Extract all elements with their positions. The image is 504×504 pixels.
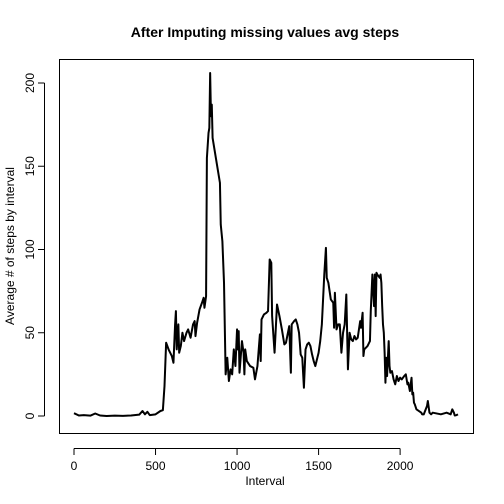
y-tick-label: 0: [23, 412, 37, 419]
x-tick-label: 1000: [224, 459, 251, 473]
y-axis-label: Average # of steps by interval: [3, 167, 17, 325]
series-line: [73, 72, 459, 417]
chart-title: After Imputing missing values avg steps: [131, 24, 400, 40]
y-tick-label: 200: [23, 73, 37, 93]
y-tick-label: 50: [23, 326, 37, 340]
x-tick-label: 500: [146, 459, 166, 473]
x-axis: 0 500 1000 1500 2000: [71, 448, 414, 473]
series-group: [73, 72, 459, 417]
plot-frame: [59, 59, 474, 434]
x-tick-label: 1500: [305, 459, 332, 473]
y-tick-label: 150: [23, 156, 37, 176]
x-tick-label: 2000: [387, 459, 414, 473]
y-axis: 0 50 100 150 200: [23, 73, 45, 419]
x-tick-label: 0: [71, 459, 78, 473]
y-tick-label: 100: [23, 239, 37, 259]
x-axis-label: Interval: [245, 474, 284, 488]
